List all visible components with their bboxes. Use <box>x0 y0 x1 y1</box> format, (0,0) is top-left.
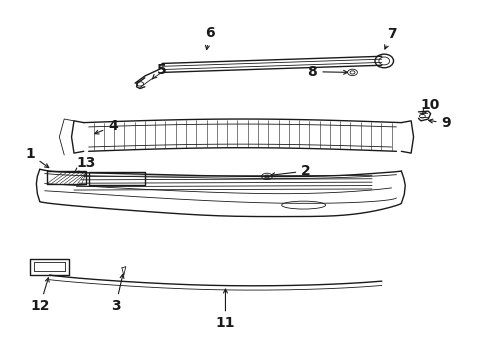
Text: 6: 6 <box>205 26 215 49</box>
Text: 10: 10 <box>420 98 440 114</box>
Text: 5: 5 <box>152 63 167 79</box>
Text: 8: 8 <box>308 65 347 79</box>
Text: 9: 9 <box>429 116 451 130</box>
Text: 12: 12 <box>30 278 49 313</box>
Text: 2: 2 <box>271 164 311 178</box>
Text: 1: 1 <box>25 147 49 168</box>
Text: 3: 3 <box>111 274 124 313</box>
Text: 7: 7 <box>385 27 396 49</box>
Text: 11: 11 <box>216 289 235 330</box>
Text: 13: 13 <box>74 156 96 172</box>
Text: 4: 4 <box>95 119 118 134</box>
